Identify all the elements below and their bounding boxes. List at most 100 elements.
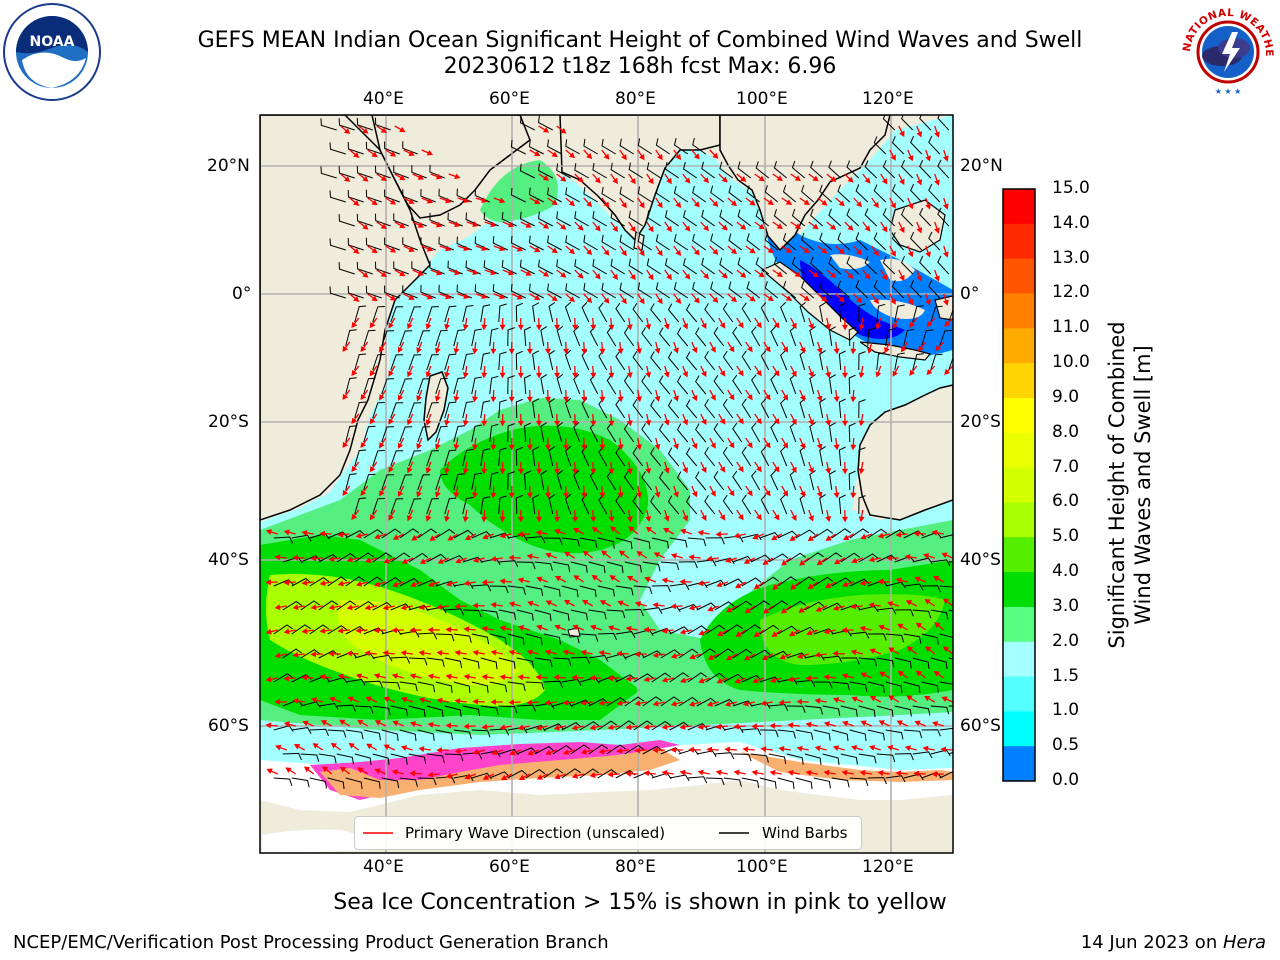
- wave-arrow-head: [812, 271, 819, 278]
- wave-arrow-head: [737, 322, 744, 329]
- wind-barb: [746, 281, 761, 299]
- wave-arrow-head: [598, 699, 605, 706]
- wind-barb: [547, 187, 562, 203]
- wind-barb: [390, 753, 408, 765]
- wave-arrow-head: [379, 490, 385, 497]
- wave-arrow-head: [796, 698, 802, 705]
- wave-arrow-head: [481, 579, 487, 586]
- wind-barb: [435, 580, 456, 588]
- wind-barb: [641, 471, 653, 491]
- wind-barb: [363, 777, 381, 789]
- wave-arrow-head: [463, 723, 470, 730]
- wind-barb: [556, 259, 571, 275]
- wind-barb: [592, 210, 608, 227]
- colorbar-tick-label: 4.0: [1052, 561, 1080, 582]
- wave-arrow-head: [544, 348, 551, 355]
- wave-arrow-head: [769, 769, 776, 776]
- wave-arrow-head: [312, 743, 319, 749]
- wave-arrow-head: [645, 516, 652, 523]
- wind-barb: [507, 375, 515, 395]
- wave-arrow-head: [639, 250, 645, 257]
- wave-arrow-head: [782, 490, 788, 497]
- wave-arrow-head: [590, 324, 597, 331]
- wind-barb: [804, 552, 824, 563]
- madagascar-land: [423, 371, 449, 442]
- wave-arrow-head: [635, 348, 642, 355]
- wave-arrow-head: [590, 468, 597, 475]
- wind-barb: [327, 625, 348, 635]
- wind-barb: [624, 696, 645, 707]
- wave-arrow-head: [832, 650, 839, 657]
- wave-arrow-head: [499, 197, 506, 204]
- wave-arrow-head: [701, 514, 707, 521]
- wave-arrow-head: [791, 370, 797, 378]
- wave-arrow-head: [951, 133, 953, 135]
- wave-arrow-head: [868, 602, 875, 609]
- wind-barb: [819, 302, 826, 323]
- wind-barbs: [273, 115, 953, 790]
- wave-arrow-head: [481, 723, 488, 730]
- wind-barb: [588, 561, 606, 574]
- wind-barb: [732, 753, 752, 762]
- wind-barb: [746, 185, 761, 203]
- wind-barb: [528, 283, 544, 299]
- wind-barb: [864, 256, 878, 275]
- wave-arrow-head: [310, 555, 317, 562]
- wave-arrow-head: [310, 651, 316, 658]
- wave-arrow-head: [389, 151, 397, 157]
- wave-arrow-head: [691, 442, 698, 450]
- wind-barb: [782, 280, 797, 299]
- wave-arrow-head: [851, 745, 858, 751]
- wave-arrow-head: [360, 345, 367, 352]
- wave-arrow-head: [401, 696, 408, 703]
- wave-arrow-head: [590, 372, 597, 379]
- wave-arrow-head: [907, 299, 914, 306]
- wave-arrow-head: [617, 492, 624, 499]
- wind-barb: [819, 184, 833, 203]
- antarctica-interior: [262, 829, 380, 853]
- wind-barb: [801, 280, 815, 299]
- wave-arrow-head: [657, 201, 663, 209]
- wind-barb: [390, 656, 411, 664]
- wave-arrow-head: [808, 419, 815, 426]
- wave-arrow-head: [951, 181, 953, 183]
- wave-arrow-head: [907, 155, 914, 162]
- wind-barb: [381, 729, 399, 741]
- wind-barb: [329, 190, 346, 203]
- wind-barb: [309, 576, 330, 587]
- wind-barb: [789, 469, 797, 491]
- wave-arrow-head: [864, 225, 871, 232]
- wave-arrow-head: [551, 199, 558, 206]
- wave-arrow-head: [698, 629, 705, 636]
- wave-arrow-head: [825, 372, 832, 379]
- colorbar-segment: [1003, 363, 1035, 399]
- wave-arrow-head: [499, 724, 506, 731]
- wind-barb: [417, 777, 437, 786]
- wind-barb: [426, 753, 445, 763]
- wave-arrow-head: [554, 576, 562, 582]
- wave-arrow-head: [666, 177, 672, 185]
- wind-barb: [777, 729, 796, 739]
- wind-barb: [345, 777, 363, 790]
- wind-barb: [552, 657, 572, 666]
- wave-arrow-head: [744, 654, 751, 661]
- wind-barb: [540, 374, 548, 395]
- wave-arrow-head: [767, 295, 774, 302]
- wave-arrow-head: [508, 444, 515, 451]
- wave-arrow-head: [860, 533, 867, 540]
- wave-arrow-head: [369, 369, 376, 377]
- wave-arrow-head: [645, 372, 652, 379]
- wind-barb: [556, 326, 564, 347]
- wave-arrow-head: [719, 370, 726, 377]
- wind-barb: [453, 774, 474, 782]
- wave-arrow-head: [586, 200, 593, 208]
- wave-arrow-head: [909, 321, 916, 328]
- wave-arrow-head: [856, 249, 862, 256]
- wave-arrow-head: [603, 297, 610, 304]
- wind-barb: [561, 768, 581, 779]
- wave-arrow-head: [858, 372, 865, 379]
- wind-barb: [687, 537, 707, 547]
- wind-barb: [939, 585, 953, 588]
- wind-barb: [345, 425, 357, 443]
- wind-barb: [741, 494, 752, 515]
